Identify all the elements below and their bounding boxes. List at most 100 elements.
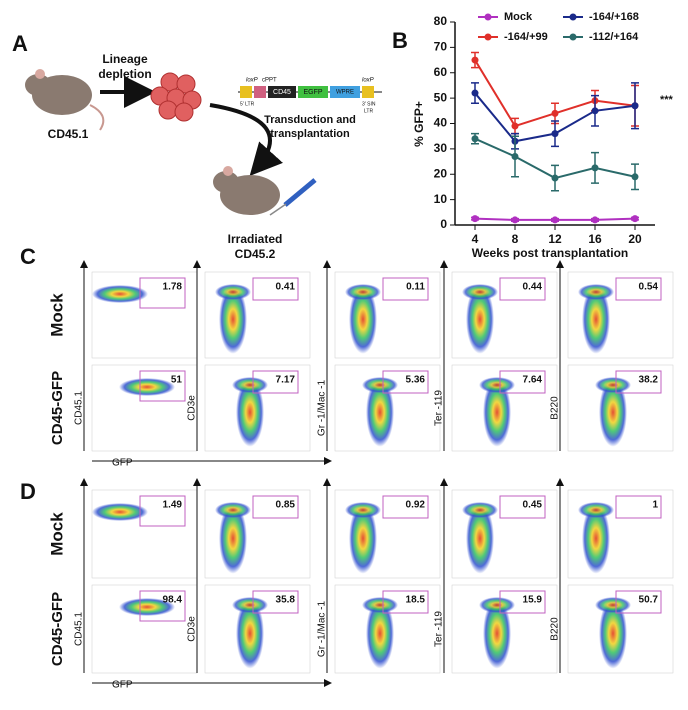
gate [252,590,299,614]
density-cloud [349,503,377,574]
legend-label: Mock [504,11,533,23]
legend-swatch [484,33,492,41]
vector-label: 5' LTR [240,101,255,107]
gate-value: 98.4 [163,595,183,606]
y-axis-title: CD45.1 [74,612,85,646]
row-label: Mock [47,293,66,337]
vector-label: loxP [246,78,258,84]
y-tick-label: 40 [434,116,448,130]
density-cloud [119,598,175,616]
gate [252,277,299,301]
gate-value: 0.11 [406,282,425,293]
density-cloud [236,377,264,447]
x-tick-label: 16 [588,232,602,246]
gate [382,277,429,301]
data-point [631,102,639,110]
density-cloud [595,597,631,613]
gate-value: 0.92 [406,500,426,511]
gate-value: 0.45 [523,500,543,511]
density-cloud [479,377,515,393]
annotation: *** [660,94,674,106]
data-point [471,89,479,97]
recipient-label: CD45.2 [235,247,276,261]
x-axis-title: GFP [112,680,133,691]
gate-value: 7.64 [523,375,543,386]
row-label: CD45-GFP [49,592,66,666]
panel-label: D [20,479,36,504]
row-label: CD45-GFP [49,371,66,445]
y-tick-label: 60 [434,65,448,79]
density-cloud [479,597,515,613]
gate [615,590,662,614]
legend-swatch [569,13,577,21]
density-cloud [466,284,494,354]
vector-map [238,86,382,98]
y-axis-title: CD3e [187,616,198,642]
y-axis-title: Ter -119 [434,390,445,426]
density-cloud [582,503,610,574]
data-point [471,135,479,143]
panel-label: C [20,244,36,269]
gate [139,590,186,622]
panel-label: A [12,31,28,56]
legend-label: -112/+164 [589,31,639,43]
data-point [591,216,599,224]
y-tick-label: 30 [434,141,448,155]
y-tick-label: 50 [434,90,448,104]
donor-label: CD45.1 [48,127,89,141]
gate [382,495,429,519]
y-tick-label: 20 [434,166,448,180]
y-axis-title: CD45.1 [74,391,85,425]
x-tick-label: 4 [472,232,479,246]
gate-value: 1.49 [163,500,183,511]
density-cloud [215,284,251,300]
data-point [471,56,479,64]
x-axis-title: GFP [112,458,133,469]
density-cloud [215,502,251,518]
density-cloud [362,377,398,393]
density-cloud [349,284,377,354]
density-cloud [462,502,498,518]
gate [615,370,662,394]
y-axis-title: Gr -1/Mac -1 [317,601,328,658]
y-axis-title: CD3e [187,395,198,421]
y-tick-label: 0 [440,217,447,231]
gate-value: 1.78 [163,282,183,293]
gate [382,370,429,394]
density-cloud [119,378,175,396]
vector-label: CD45 [273,89,291,96]
gate-value: 0.85 [276,500,296,511]
density-cloud [578,284,614,300]
gate-value: 0.41 [276,282,296,293]
density-cloud [483,377,511,447]
data-point [591,107,599,115]
data-point [551,109,559,117]
gate [252,495,299,519]
step-label: transplantation [270,128,350,140]
gate [139,495,186,527]
vector-label: EGFP [303,89,322,96]
density-cloud [232,597,268,613]
gate-value: 18.5 [406,595,426,606]
gate-value: 7.17 [276,375,296,386]
gate [615,495,662,519]
density-cloud [582,284,610,354]
gate [615,277,662,301]
x-axis-title: Weeks post transplantation [472,246,628,260]
vector-label: loxP [362,78,374,84]
gate [252,370,299,394]
gate-value: 50.7 [639,595,659,606]
density-cloud [92,285,148,303]
gate-value: 5.36 [406,375,426,386]
data-point [511,122,519,130]
gate-value: 35.8 [276,595,296,606]
density-cloud [595,377,631,393]
density-cloud [236,598,264,669]
gate [139,370,186,402]
gate-value: 1 [652,500,658,511]
legend-label: -164/+99 [504,31,548,43]
x-tick-label: 12 [548,232,562,246]
cells [150,72,202,122]
density-cloud [578,502,614,518]
density-cloud [232,377,268,393]
